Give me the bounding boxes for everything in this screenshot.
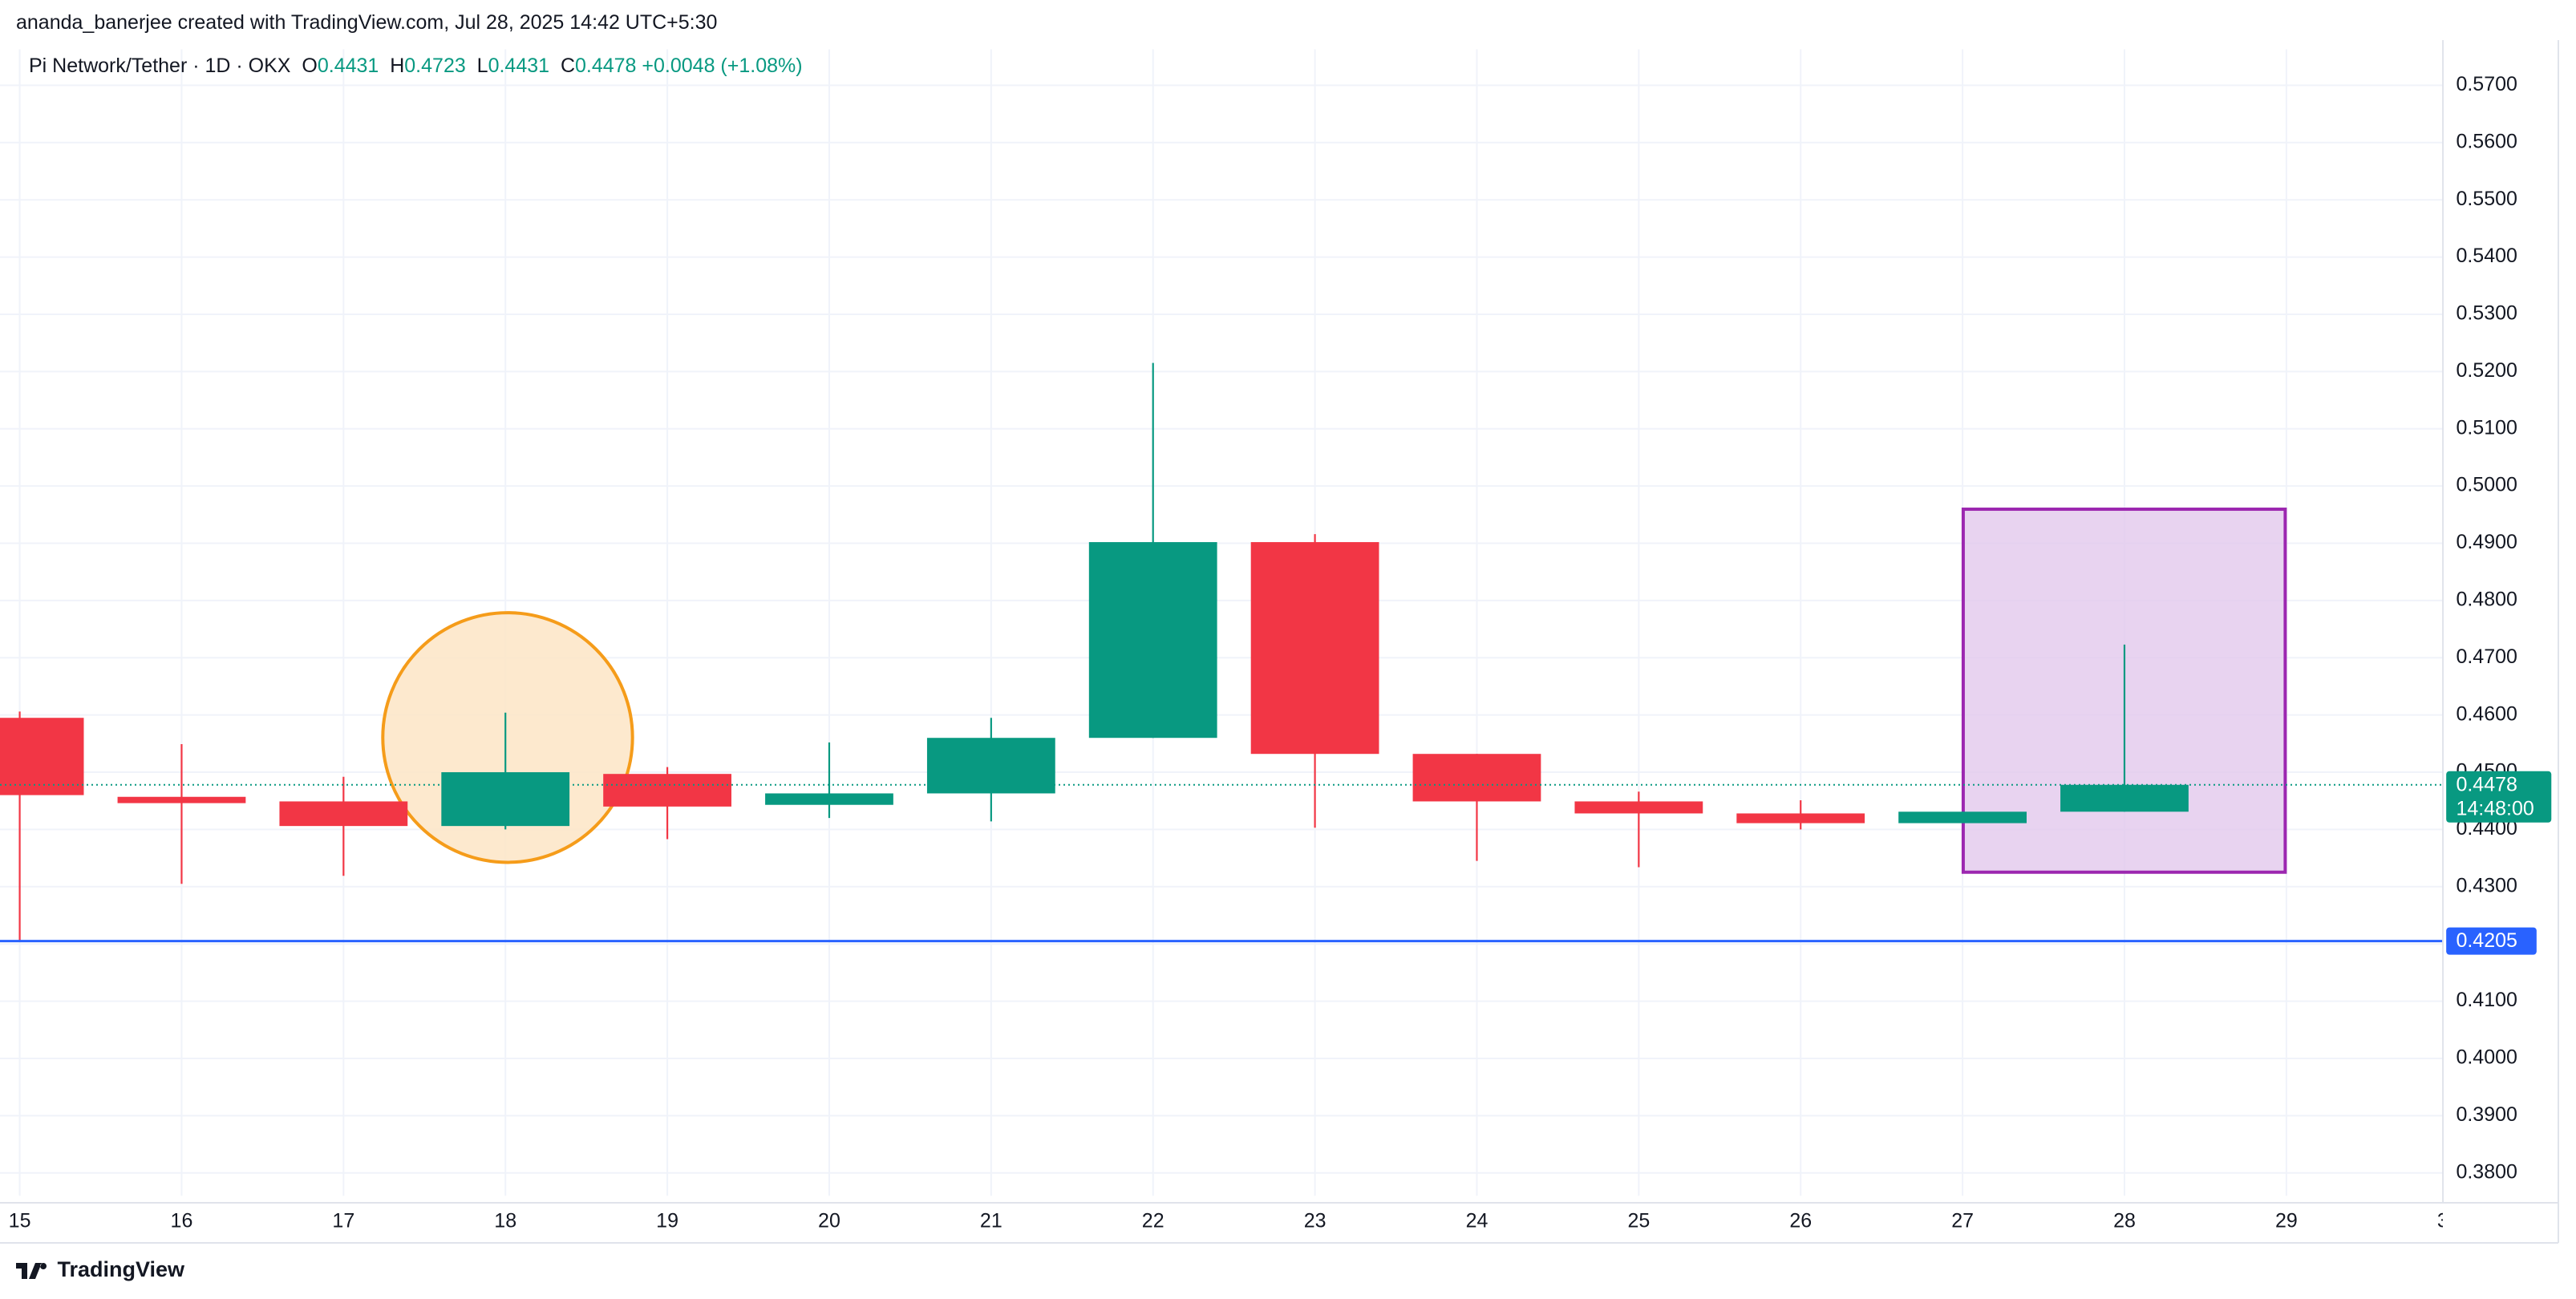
y-tick-label: 0.5400	[2456, 245, 2517, 267]
y-tick-label: 0.5700	[2456, 73, 2517, 95]
y-tick-label: 0.4800	[2456, 588, 2517, 610]
price-tag	[2446, 927, 2537, 955]
low-value: 0.4431	[488, 55, 550, 77]
candle-body	[765, 793, 893, 805]
price-tag-label: 0.4205	[2456, 929, 2517, 952]
candle-body	[117, 796, 246, 803]
countdown-label: 14:48:00	[2456, 797, 2533, 819]
ohlc-letter: H	[390, 55, 405, 77]
footer-logo: TradingView	[16, 1257, 184, 1282]
candle-body	[1250, 542, 1379, 755]
y-tick-label: 0.4900	[2456, 531, 2517, 553]
x-tick-label: 19	[656, 1210, 678, 1232]
candle-body	[603, 774, 731, 807]
y-tick-label: 0.5300	[2456, 302, 2517, 325]
credit: ananda_banerjee created with TradingView…	[16, 11, 718, 34]
last-price-tag	[2446, 771, 2552, 823]
x-tick-label: 20	[818, 1210, 840, 1232]
candle-body	[0, 718, 84, 795]
y-tick-label: 0.3900	[2456, 1103, 2517, 1126]
y-tick-label: 0.4300	[2456, 874, 2517, 896]
candle-body	[1412, 754, 1541, 802]
candle-body	[279, 801, 408, 827]
y-tick-label: 0.4700	[2456, 645, 2517, 668]
open-value: 0.4431	[317, 55, 379, 77]
high-value: 0.4723	[404, 55, 466, 77]
y-tick-label: 0.4100	[2456, 989, 2517, 1011]
y-tick-label: 0.5500	[2456, 188, 2517, 210]
x-tick-label: 24	[1466, 1210, 1488, 1232]
plot-area: 15 16 17 18 19 20 21 22 23 24 25 26 27 28 29 30	[0, 49, 2460, 1232]
y-tick-label: 0.5000	[2456, 474, 2517, 496]
y-tick-label: 0.5600	[2456, 130, 2517, 152]
symbol-header: Pi Network/Tether · 1D · OKX O0.4431 H0.…	[29, 55, 803, 78]
candle-body	[1898, 811, 2027, 824]
candle-body	[2060, 784, 2189, 812]
x-tick-label: 21	[980, 1210, 1002, 1232]
ohlc-letter: C	[560, 55, 575, 77]
y-tick-label: 0.4600	[2456, 702, 2517, 725]
x-tick-label: 18	[494, 1210, 516, 1232]
candle-body	[1736, 813, 1865, 824]
candle-body	[1574, 801, 1703, 814]
x-tick-label: 25	[1627, 1210, 1650, 1232]
symbol-title: Pi Network/Tether · 1D · OKX	[29, 55, 291, 77]
change: +0.0048 (+1.08%)	[642, 55, 803, 77]
candle-body	[441, 772, 570, 827]
y-tick-label: 0.5200	[2456, 359, 2517, 382]
x-tick-label: 15	[9, 1210, 31, 1232]
x-tick-label: 29	[2275, 1210, 2298, 1232]
ohlc-letter: L	[476, 55, 488, 77]
candle-body	[1088, 542, 1217, 739]
ohlc-letter: O	[302, 55, 318, 77]
x-tick-label: 16	[171, 1210, 193, 1232]
y-tick-label: 0.4000	[2456, 1046, 2517, 1069]
x-tick-label: 26	[1789, 1210, 1812, 1232]
x-tick-label: 30	[2437, 1210, 2460, 1232]
last-price-label: 0.4478	[2456, 773, 2517, 795]
x-tick-label: 22	[1142, 1210, 1164, 1232]
x-tick-label: 28	[2113, 1210, 2136, 1232]
close-value: 0.4478	[575, 55, 637, 77]
logo-icon	[16, 1262, 47, 1279]
footer-text: TradingView	[57, 1257, 185, 1281]
y-tick-label: 0.3800	[2456, 1160, 2517, 1183]
x-tick-label: 23	[1304, 1210, 1326, 1232]
y-tick-label: 0.5100	[2456, 416, 2517, 439]
x-tick-label: 17	[332, 1210, 354, 1232]
x-tick-label: 27	[1951, 1210, 1974, 1232]
